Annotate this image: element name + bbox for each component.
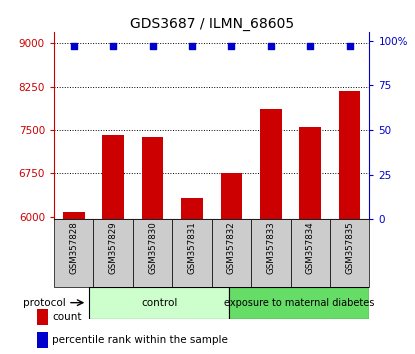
Bar <box>37 332 48 348</box>
Point <box>228 43 235 49</box>
Bar <box>63 212 85 219</box>
Point <box>149 43 156 49</box>
Text: GSM357830: GSM357830 <box>148 222 157 274</box>
FancyBboxPatch shape <box>251 219 290 287</box>
Bar <box>339 91 361 219</box>
FancyBboxPatch shape <box>133 219 172 287</box>
Bar <box>220 173 242 219</box>
Text: GSM357831: GSM357831 <box>188 222 196 274</box>
Text: GSM357835: GSM357835 <box>345 222 354 274</box>
Point <box>110 43 117 49</box>
Text: exposure to maternal diabetes: exposure to maternal diabetes <box>224 298 374 308</box>
Bar <box>142 137 164 219</box>
Text: GSM357829: GSM357829 <box>109 222 117 274</box>
FancyBboxPatch shape <box>89 287 229 319</box>
Text: protocol: protocol <box>24 298 66 308</box>
Text: count: count <box>52 312 81 322</box>
FancyBboxPatch shape <box>212 219 251 287</box>
FancyBboxPatch shape <box>172 219 212 287</box>
Text: GSM357832: GSM357832 <box>227 222 236 274</box>
Text: GSM357828: GSM357828 <box>69 222 78 274</box>
Bar <box>299 126 321 219</box>
Title: GDS3687 / ILMN_68605: GDS3687 / ILMN_68605 <box>129 17 294 31</box>
Text: GSM357834: GSM357834 <box>306 222 315 274</box>
Bar <box>181 198 203 219</box>
Bar <box>102 135 124 219</box>
Text: control: control <box>141 298 177 308</box>
Point <box>347 43 353 49</box>
FancyBboxPatch shape <box>330 219 369 287</box>
Bar <box>37 309 48 325</box>
Point <box>189 43 195 49</box>
FancyBboxPatch shape <box>93 219 133 287</box>
Text: percentile rank within the sample: percentile rank within the sample <box>52 335 228 345</box>
FancyBboxPatch shape <box>290 219 330 287</box>
FancyBboxPatch shape <box>229 287 369 319</box>
Bar <box>260 109 282 219</box>
Point <box>268 43 274 49</box>
Point <box>71 43 77 49</box>
FancyBboxPatch shape <box>54 219 93 287</box>
Point <box>307 43 314 49</box>
Text: GSM357833: GSM357833 <box>266 222 275 274</box>
